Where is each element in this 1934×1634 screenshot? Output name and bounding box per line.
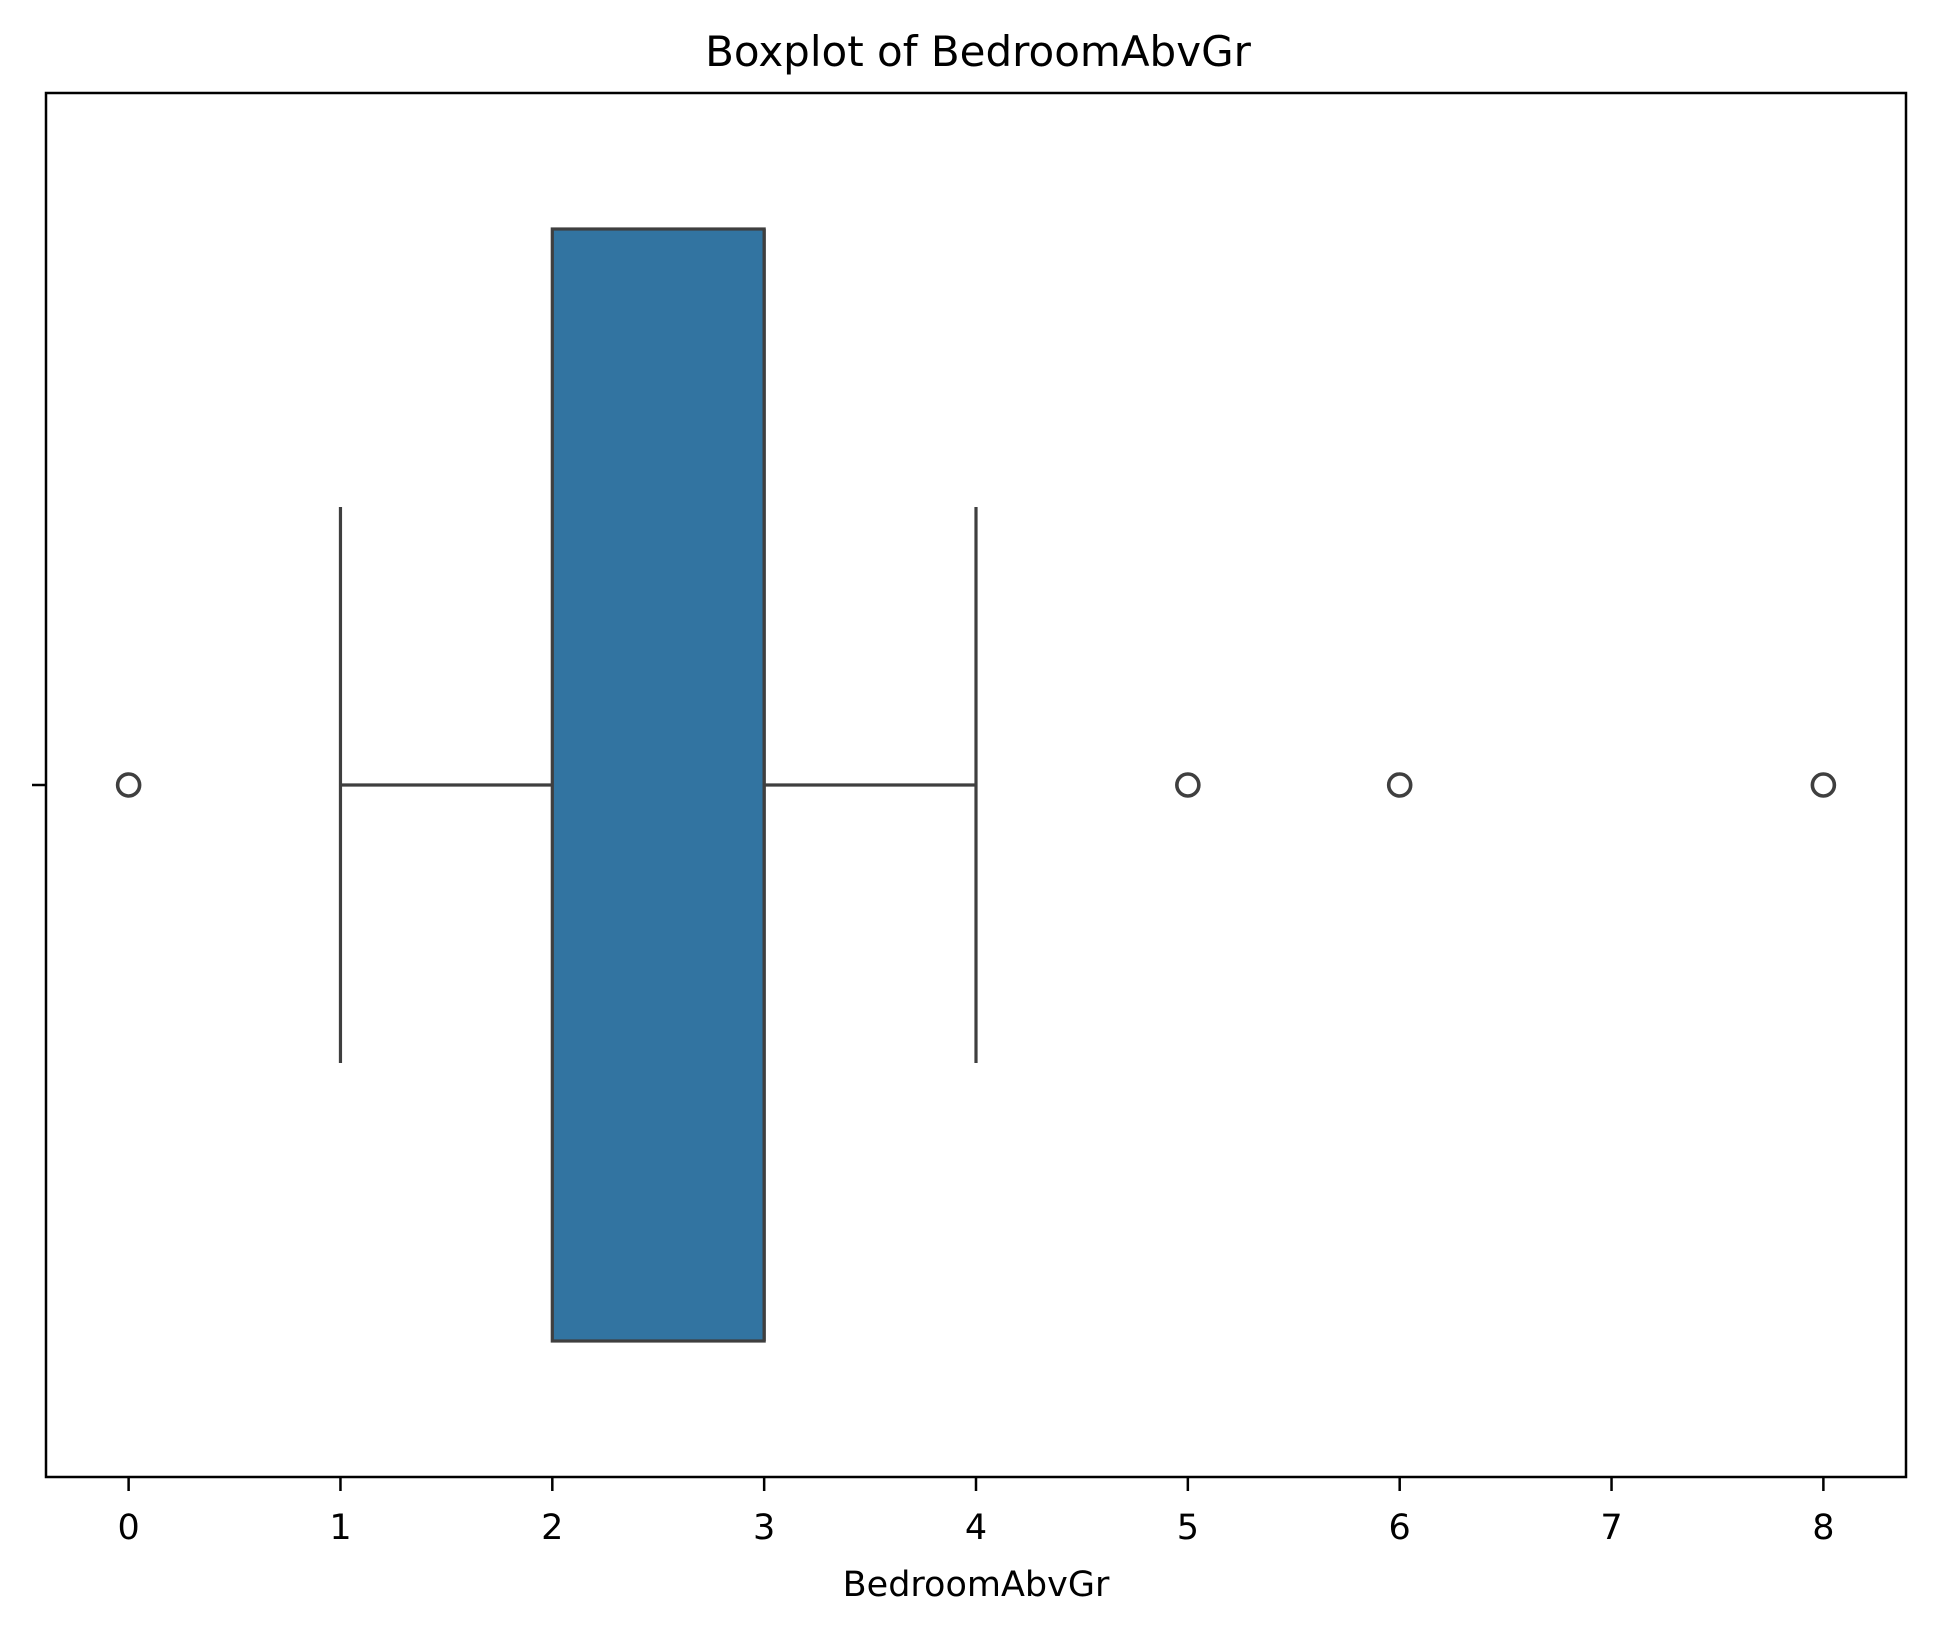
x-tick-label: 1 (329, 1508, 351, 1548)
x-tick-label: 4 (965, 1508, 987, 1548)
outlier-point (1386, 772, 1413, 798)
plot-area (115, 227, 1837, 1343)
outlier-point (1175, 772, 1201, 798)
chart-title: Boxplot of BedroomAbvGr (705, 27, 1252, 76)
x-tick-label: 8 (1812, 1508, 1834, 1548)
iqr-box (550, 227, 766, 1343)
x-tick-label: 0 (117, 1508, 139, 1548)
x-axis-label: BedroomAbvGr (843, 1565, 1110, 1605)
x-tick-label: 3 (753, 1508, 775, 1548)
outlier-point (115, 772, 142, 798)
x-axis-ticks: 0 1 2 3 4 5 6 7 8 (117, 1477, 1835, 1548)
x-tick-label: 6 (1389, 1508, 1411, 1548)
x-tick-label: 7 (1600, 1508, 1622, 1548)
outlier-point (1810, 772, 1837, 798)
x-tick-label: 2 (541, 1508, 563, 1548)
x-tick-label: 5 (1177, 1508, 1199, 1548)
